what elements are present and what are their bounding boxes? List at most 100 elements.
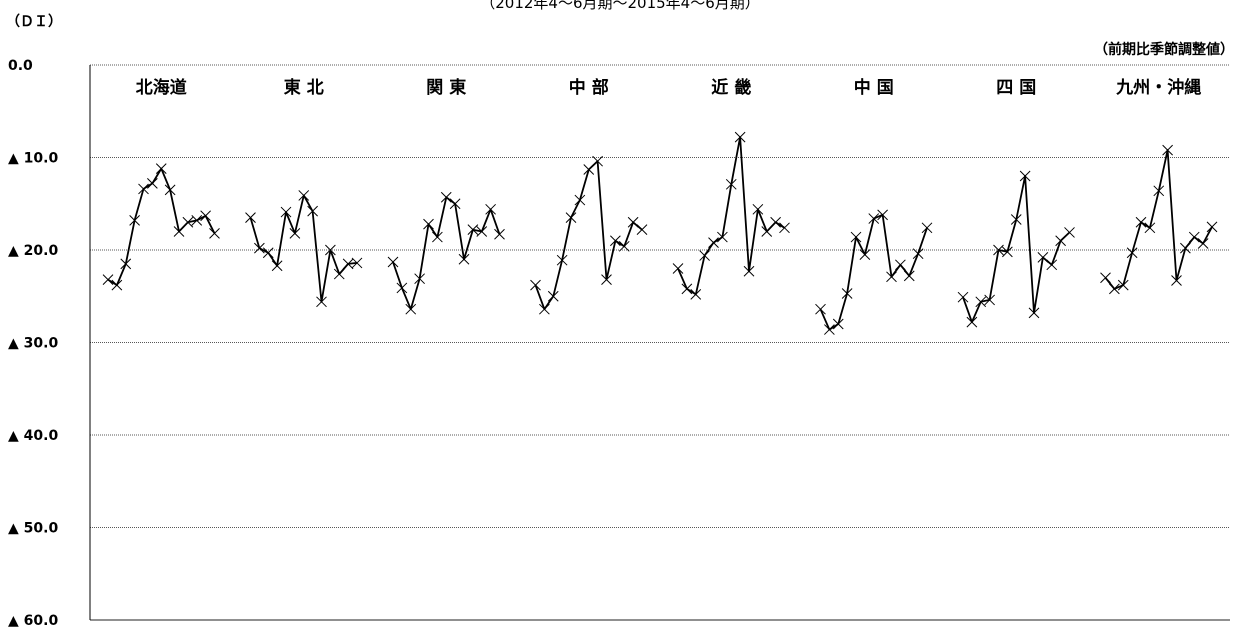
data-point-marker xyxy=(1162,144,1173,156)
data-point-marker xyxy=(610,235,621,247)
data-point-marker xyxy=(966,316,978,328)
data-point-marker xyxy=(102,274,114,285)
data-point-marker xyxy=(1197,238,1209,249)
data-point-marker xyxy=(1037,252,1049,263)
data-point-marker xyxy=(912,248,924,260)
data-point-marker xyxy=(396,282,408,294)
data-point-marker xyxy=(307,205,318,217)
series-line xyxy=(107,167,216,287)
data-point-marker xyxy=(672,263,684,274)
data-point-marker xyxy=(1144,222,1156,234)
series-layer xyxy=(102,131,1218,335)
data-point-marker xyxy=(699,250,710,261)
data-point-marker xyxy=(636,224,648,236)
data-point-marker xyxy=(1055,235,1066,247)
chart-note: （前期比季節調整値） xyxy=(1094,41,1234,58)
data-point-marker xyxy=(432,231,443,243)
data-point-marker xyxy=(449,198,461,210)
data-point-marker xyxy=(708,237,719,248)
data-point-marker xyxy=(387,256,399,268)
data-point-marker xyxy=(725,178,737,190)
data-point-marker xyxy=(993,244,1004,256)
data-point-marker xyxy=(245,212,256,223)
data-point-marker xyxy=(868,213,880,224)
data-point-marker xyxy=(690,289,702,300)
data-point-marker xyxy=(467,224,479,236)
data-point-marker xyxy=(155,163,167,174)
data-point-marker xyxy=(1100,272,1111,284)
data-point-marker xyxy=(895,259,906,271)
data-point-marker xyxy=(173,226,185,237)
data-point-marker xyxy=(565,212,577,223)
data-point-marker xyxy=(333,268,345,280)
region-labels: 北海道 東 北 関 東 中 部 近 畿 中 国 四 国 九州・沖縄 xyxy=(136,77,1202,98)
data-point-marker xyxy=(717,231,728,243)
data-point-marker xyxy=(841,288,853,299)
data-point-marker xyxy=(1002,246,1013,258)
region-label: 中 部 xyxy=(569,77,609,98)
y-tick-label: ▲ 20.0 xyxy=(8,243,58,259)
data-point-marker xyxy=(815,303,826,315)
data-point-marker xyxy=(734,131,746,143)
data-point-marker xyxy=(743,265,755,277)
data-point-marker xyxy=(271,260,283,272)
data-point-marker xyxy=(556,254,568,266)
y-tick-label: ▲ 50.0 xyxy=(8,521,58,537)
y-tick-label: 0.0 xyxy=(8,58,33,74)
region-label: 東 北 xyxy=(284,77,324,98)
grid-layer xyxy=(89,64,1230,621)
region-label: 中 国 xyxy=(854,77,894,98)
data-point-marker xyxy=(681,283,693,295)
data-point-marker xyxy=(138,183,149,195)
data-point-marker xyxy=(921,222,933,234)
series-line xyxy=(1104,149,1213,290)
region-label: 九州・沖縄 xyxy=(1115,77,1201,98)
data-point-marker xyxy=(984,294,995,306)
data-point-marker xyxy=(316,296,327,308)
data-point-marker xyxy=(351,257,363,269)
data-point-marker xyxy=(877,209,888,221)
y-tick-label: ▲ 10.0 xyxy=(8,151,58,167)
data-point-marker xyxy=(494,228,505,240)
region-label: 四 国 xyxy=(996,78,1036,98)
data-point-marker xyxy=(120,258,132,270)
data-point-marker xyxy=(547,290,559,302)
data-point-marker xyxy=(476,226,488,237)
data-point-marker xyxy=(1117,279,1129,291)
data-point-marker xyxy=(1135,216,1147,228)
series-line xyxy=(249,194,358,303)
series-line xyxy=(819,213,928,331)
data-point-marker xyxy=(1180,242,1191,254)
region-label: 近 畿 xyxy=(711,77,751,98)
data-point-marker xyxy=(1126,247,1138,259)
y-tick-labels: 0.0 ▲ 10.0 ▲ 20.0 ▲ 30.0 ▲ 40.0 ▲ 50.0 ▲ 60.0 xyxy=(8,58,58,629)
data-point-marker xyxy=(1028,307,1040,319)
data-point-marker xyxy=(1206,221,1218,233)
data-point-marker xyxy=(886,271,897,283)
data-point-marker xyxy=(975,296,987,308)
y-tick-label: ▲ 30.0 xyxy=(8,336,58,352)
data-point-marker xyxy=(770,216,781,228)
data-point-marker xyxy=(530,279,541,291)
data-point-marker xyxy=(414,273,425,285)
data-point-marker xyxy=(1188,231,1200,243)
data-point-marker xyxy=(342,258,354,270)
data-point-marker xyxy=(618,240,630,252)
y-axis-label: （ＤＩ） xyxy=(6,14,62,30)
data-point-marker xyxy=(164,184,176,196)
data-point-marker xyxy=(1064,227,1075,238)
data-point-marker xyxy=(200,210,211,222)
data-point-marker xyxy=(1046,259,1058,271)
y-tick-label: ▲ 60.0 xyxy=(8,613,58,629)
data-point-marker xyxy=(574,194,586,206)
data-point-marker xyxy=(850,231,862,243)
series-line xyxy=(392,196,501,311)
data-point-marker xyxy=(1019,170,1031,182)
data-point-marker xyxy=(1010,214,1022,225)
data-point-marker xyxy=(903,270,915,282)
data-point-marker xyxy=(423,218,434,230)
data-point-marker xyxy=(583,164,595,175)
data-point-marker xyxy=(129,215,140,226)
data-point-marker xyxy=(1153,185,1165,197)
